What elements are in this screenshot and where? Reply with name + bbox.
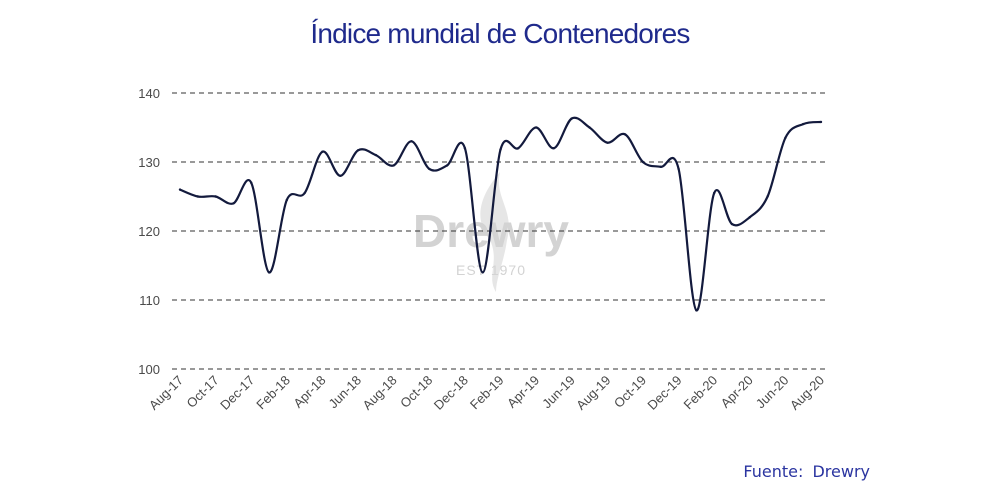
y-tick-label: 100: [138, 362, 160, 377]
data-point: [445, 164, 449, 167]
data-point: [321, 150, 324, 153]
x-tick-label: Jun-18: [325, 373, 364, 412]
data-point: [196, 195, 200, 198]
data-point: [214, 195, 217, 198]
data-point: [570, 117, 573, 120]
x-tick-label: Aug-18: [360, 373, 400, 413]
data-point: [285, 198, 289, 202]
x-tick-label: Jun-19: [539, 373, 578, 412]
x-tick-label: Oct-17: [184, 373, 222, 411]
y-tick-label: 130: [138, 155, 160, 170]
x-tick-label: Aug-17: [146, 373, 186, 413]
data-point: [677, 167, 680, 171]
data-point: [410, 140, 413, 143]
x-axis: Aug-17Oct-17Dec-17Feb-18Apr-18Jun-18Aug-…: [146, 373, 827, 413]
data-point: [712, 191, 716, 195]
data-point: [766, 195, 769, 198]
data-point: [730, 222, 734, 226]
data-point: [232, 202, 235, 205]
data-point: [178, 188, 182, 191]
data-point: [659, 165, 662, 169]
data-point: [356, 149, 360, 152]
source-note: Fuente: Drewry: [743, 462, 870, 481]
data-point: [606, 141, 609, 144]
x-tick-label: Apr-18: [290, 373, 328, 411]
x-tick-label: Dec-19: [644, 373, 684, 413]
data-point: [801, 122, 805, 126]
x-tick-label: Dec-17: [217, 373, 257, 413]
data-point: [588, 126, 591, 129]
data-point: [784, 136, 787, 140]
data-point: [428, 167, 431, 171]
grid-lines: [172, 92, 826, 370]
x-tick-label: Oct-18: [397, 373, 435, 411]
data-point: [392, 164, 395, 167]
data-point: [748, 216, 751, 219]
chart-title: Índice mundial de Contenedores: [310, 18, 690, 49]
x-tick-label: Feb-19: [467, 373, 507, 413]
x-tick-label: Jun-20: [753, 373, 792, 412]
data-point: [374, 153, 378, 157]
x-tick-label: Dec-18: [431, 373, 471, 413]
data-point: [250, 181, 253, 184]
x-tick-label: Feb-18: [253, 373, 293, 413]
y-axis: 100 110 120 130 140: [138, 86, 160, 377]
x-tick-label: Feb-20: [681, 373, 721, 413]
y-tick-label: 120: [138, 224, 160, 239]
data-point: [463, 147, 467, 150]
x-tick-label: Aug-19: [573, 373, 613, 413]
watermark-est: EST 1970: [456, 262, 526, 278]
data-point: [819, 120, 823, 124]
data-point: [695, 309, 698, 312]
watermark-flame-icon: [480, 172, 509, 292]
x-tick-label: Apr-20: [718, 373, 756, 411]
data-point: [641, 160, 645, 164]
data-point: [534, 126, 538, 129]
x-tick-label: Aug-20: [787, 373, 827, 413]
data-point: [339, 174, 342, 177]
data-point: [481, 271, 484, 274]
data-point: [552, 147, 556, 150]
data-point: [517, 147, 520, 150]
data-point: [623, 133, 627, 136]
data-point: [267, 271, 271, 274]
data-point: [303, 191, 306, 195]
y-tick-label: 140: [138, 86, 160, 101]
y-tick-label: 110: [139, 293, 160, 308]
series-group: [178, 116, 823, 312]
x-tick-label: Oct-19: [611, 373, 649, 411]
x-tick-label: Apr-19: [504, 373, 542, 411]
data-point: [499, 148, 502, 151]
